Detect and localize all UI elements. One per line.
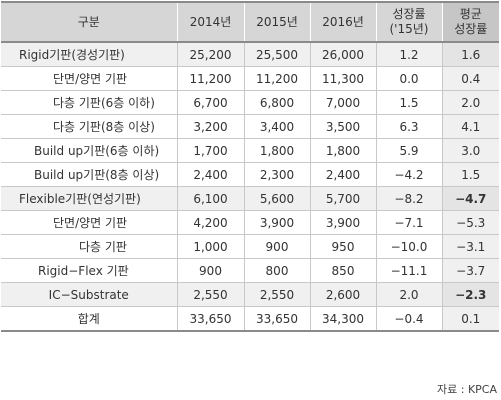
cell-avg-growth: −5.3 — [441, 210, 499, 235]
cell-2014: 25,200 — [176, 42, 244, 67]
row-label: 합계 — [1, 306, 177, 332]
cell-avg-growth: −4.7 — [441, 186, 499, 211]
cell-2016: 2,600 — [309, 282, 376, 307]
row-label: Rigid기판(경성기판) — [1, 42, 177, 67]
cell-2016: 3,500 — [309, 114, 376, 139]
cell-2016: 850 — [309, 258, 376, 283]
cell-2016: 11,300 — [309, 66, 376, 91]
cell-2016: 1,800 — [309, 138, 376, 163]
cell-growth: −4.2 — [375, 162, 442, 187]
cell-2016: 34,300 — [309, 306, 376, 332]
cell-2014: 3,200 — [176, 114, 244, 139]
cell-avg-growth: −2.3 — [441, 282, 499, 307]
cell-growth: −7.1 — [375, 210, 442, 235]
cell-growth: 0.0 — [375, 66, 442, 91]
cell-2014: 11,200 — [176, 66, 244, 91]
cell-2015: 25,500 — [243, 42, 310, 67]
table-header: 구분 2014년 2015년 2016년 성장률 ('15년) 평균 성장률 — [1, 1, 499, 43]
cell-2015: 33,650 — [243, 306, 310, 332]
cell-growth: 2.0 — [375, 282, 442, 307]
row-label: Rigid−Flex 기판 — [1, 258, 177, 283]
data-table-container: 구분 2014년 2015년 2016년 성장률 ('15년) 평균 성장률 R… — [1, 1, 499, 332]
cell-2015: 2,300 — [243, 162, 310, 187]
table-row: 단면/양면 기판 11,200 11,200 11,300 0.0 0.4 — [1, 66, 499, 91]
cell-growth: 5.9 — [375, 138, 442, 163]
cell-avg-growth: 2.0 — [441, 90, 499, 115]
row-label: IC−Substrate — [1, 282, 177, 307]
cell-avg-growth: −3.1 — [441, 234, 499, 259]
row-label: Build up기판(6층 이하) — [1, 138, 177, 163]
cell-2014: 6,700 — [176, 90, 244, 115]
row-label: 단면/양면 기판 — [1, 210, 177, 235]
row-label: 다층 기판(6층 이하) — [1, 90, 177, 115]
row-label: 다층 기판 — [1, 234, 177, 259]
row-label: Build up기판(8층 이상) — [1, 162, 177, 187]
table-row: 다층 기판 1,000 900 950 −10.0 −3.1 — [1, 234, 499, 259]
source-note: 자료 : KPCA — [437, 383, 497, 396]
cell-2016: 26,000 — [309, 42, 376, 67]
cell-growth: −10.0 — [375, 234, 442, 259]
cell-growth: 6.3 — [375, 114, 442, 139]
cell-2016: 2,400 — [309, 162, 376, 187]
cell-2014: 900 — [176, 258, 244, 283]
cell-avg-growth: 0.1 — [441, 306, 499, 332]
cell-growth: −0.4 — [375, 306, 442, 332]
row-label: 다층 기판(8층 이상) — [1, 114, 177, 139]
cell-2015: 800 — [243, 258, 310, 283]
cell-2015: 1,800 — [243, 138, 310, 163]
table-body: Rigid기판(경성기판) 25,200 25,500 26,000 1.2 1… — [1, 42, 499, 332]
table-row: Rigid−Flex 기판 900 800 850 −11.1 −3.7 — [1, 258, 499, 283]
cell-2016: 950 — [309, 234, 376, 259]
header-2015: 2015년 — [243, 1, 310, 43]
cell-growth: 1.5 — [375, 90, 442, 115]
table-row-total: 합계 33,650 33,650 34,300 −0.4 0.1 — [1, 306, 499, 332]
header-avg-growth: 평균 성장률 — [441, 1, 499, 43]
cell-2015: 5,600 — [243, 186, 310, 211]
cell-2015: 3,400 — [243, 114, 310, 139]
cell-2014: 1,000 — [176, 234, 244, 259]
cell-2016: 7,000 — [309, 90, 376, 115]
cell-growth: −8.2 — [375, 186, 442, 211]
header-row: 구분 2014년 2015년 2016년 성장률 ('15년) 평균 성장률 — [1, 1, 499, 43]
header-2014: 2014년 — [176, 1, 244, 43]
table-row: 다층 기판(8층 이상) 3,200 3,400 3,500 6.3 4.1 — [1, 114, 499, 139]
cell-2014: 2,400 — [176, 162, 244, 187]
header-category: 구분 — [1, 1, 177, 43]
cell-2015: 11,200 — [243, 66, 310, 91]
cell-avg-growth: 1.5 — [441, 162, 499, 187]
cell-growth: 1.2 — [375, 42, 442, 67]
row-label: 단면/양면 기판 — [1, 66, 177, 91]
table-row: Build up기판(8층 이상) 2,400 2,300 2,400 −4.2… — [1, 162, 499, 187]
table-row: 다층 기판(6층 이하) 6,700 6,800 7,000 1.5 2.0 — [1, 90, 499, 115]
cell-2014: 33,650 — [176, 306, 244, 332]
cell-avg-growth: 4.1 — [441, 114, 499, 139]
cell-avg-growth: 0.4 — [441, 66, 499, 91]
table-row: IC−Substrate 2,550 2,550 2,600 2.0 −2.3 — [1, 282, 499, 307]
table-row: 단면/양면 기판 4,200 3,900 3,900 −7.1 −5.3 — [1, 210, 499, 235]
cell-2015: 6,800 — [243, 90, 310, 115]
cell-2014: 6,100 — [176, 186, 244, 211]
cell-2016: 5,700 — [309, 186, 376, 211]
cell-2015: 2,550 — [243, 282, 310, 307]
cell-growth: −11.1 — [375, 258, 442, 283]
cell-2015: 900 — [243, 234, 310, 259]
cell-2014: 4,200 — [176, 210, 244, 235]
cell-2014: 2,550 — [176, 282, 244, 307]
cell-avg-growth: −3.7 — [441, 258, 499, 283]
cell-avg-growth: 1.6 — [441, 42, 499, 67]
table-row: Flexible기판(연성기판) 6,100 5,600 5,700 −8.2 … — [1, 186, 499, 211]
cell-2015: 3,900 — [243, 210, 310, 235]
header-growth: 성장률 ('15년) — [375, 1, 442, 43]
row-label: Flexible기판(연성기판) — [1, 186, 177, 211]
cell-2014: 1,700 — [176, 138, 244, 163]
table-row: Build up기판(6층 이하) 1,700 1,800 1,800 5.9 … — [1, 138, 499, 163]
cell-avg-growth: 3.0 — [441, 138, 499, 163]
header-2016: 2016년 — [309, 1, 376, 43]
table-row: Rigid기판(경성기판) 25,200 25,500 26,000 1.2 1… — [1, 42, 499, 67]
cell-2016: 3,900 — [309, 210, 376, 235]
pcb-market-table: 구분 2014년 2015년 2016년 성장률 ('15년) 평균 성장률 R… — [1, 1, 499, 332]
